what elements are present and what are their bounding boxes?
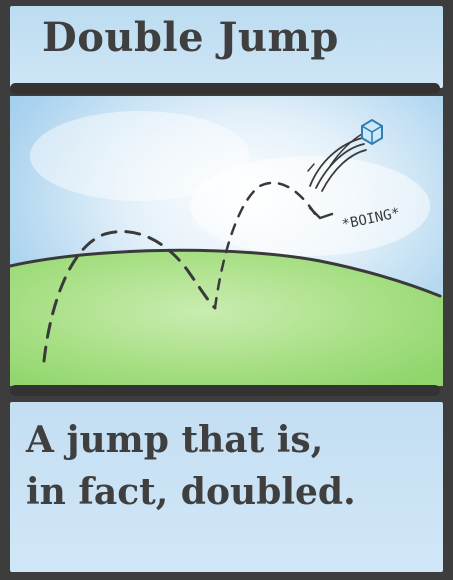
first-jump-arc xyxy=(42,230,217,363)
caption-line-2: in fact, doubled. xyxy=(26,471,356,513)
motion-line xyxy=(315,143,365,189)
cloud xyxy=(30,111,250,201)
bottom-divider xyxy=(10,385,440,396)
grass-hill xyxy=(10,250,443,386)
hill-outline xyxy=(10,248,442,298)
scene-illustration: *BOING* xyxy=(10,96,443,386)
comic-title: Double Jump xyxy=(42,14,339,61)
motion-line xyxy=(329,133,363,167)
caption: A jump that is, in fact, doubled. xyxy=(26,414,426,518)
top-divider xyxy=(10,83,440,94)
motion-line xyxy=(309,137,363,187)
motion-line xyxy=(307,163,315,172)
motion-line xyxy=(321,149,367,192)
scene-panel: *BOING* xyxy=(10,96,443,386)
bounce-mark xyxy=(308,206,334,220)
caption-panel xyxy=(10,402,443,572)
caption-line-1: A jump that is, xyxy=(26,419,324,461)
title-panel xyxy=(10,6,443,88)
cube-character xyxy=(361,118,383,146)
second-jump-arc xyxy=(213,181,317,310)
